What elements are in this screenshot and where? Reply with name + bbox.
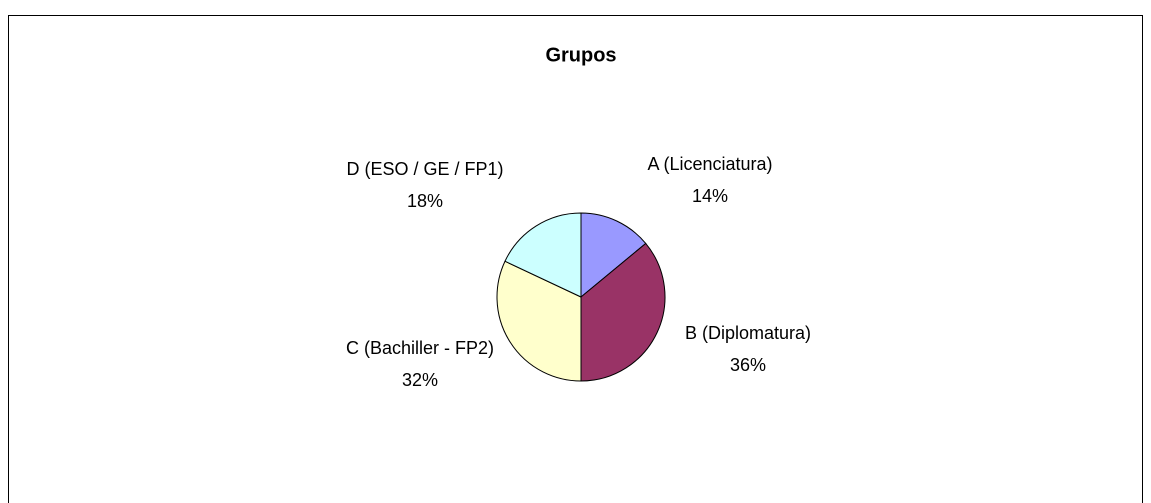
pie-slice [580, 212, 647, 299]
pie-slice [504, 212, 582, 298]
slice-value-label: 14% [692, 186, 728, 206]
slice-value-label: 32% [402, 370, 438, 390]
slice-label: A (Licenciatura) [647, 154, 772, 174]
pie-slice [580, 242, 666, 382]
slice-value-label: 36% [730, 355, 766, 375]
pie-slice [496, 260, 582, 382]
slice-label: D (ESO / GE / FP1) [346, 159, 503, 179]
slice-label: B (Diplomatura) [685, 323, 811, 343]
slice-value-label: 18% [407, 191, 443, 211]
slice-label: C (Bachiller - FP2) [346, 338, 494, 358]
chart-title: Grupos [545, 44, 616, 66]
